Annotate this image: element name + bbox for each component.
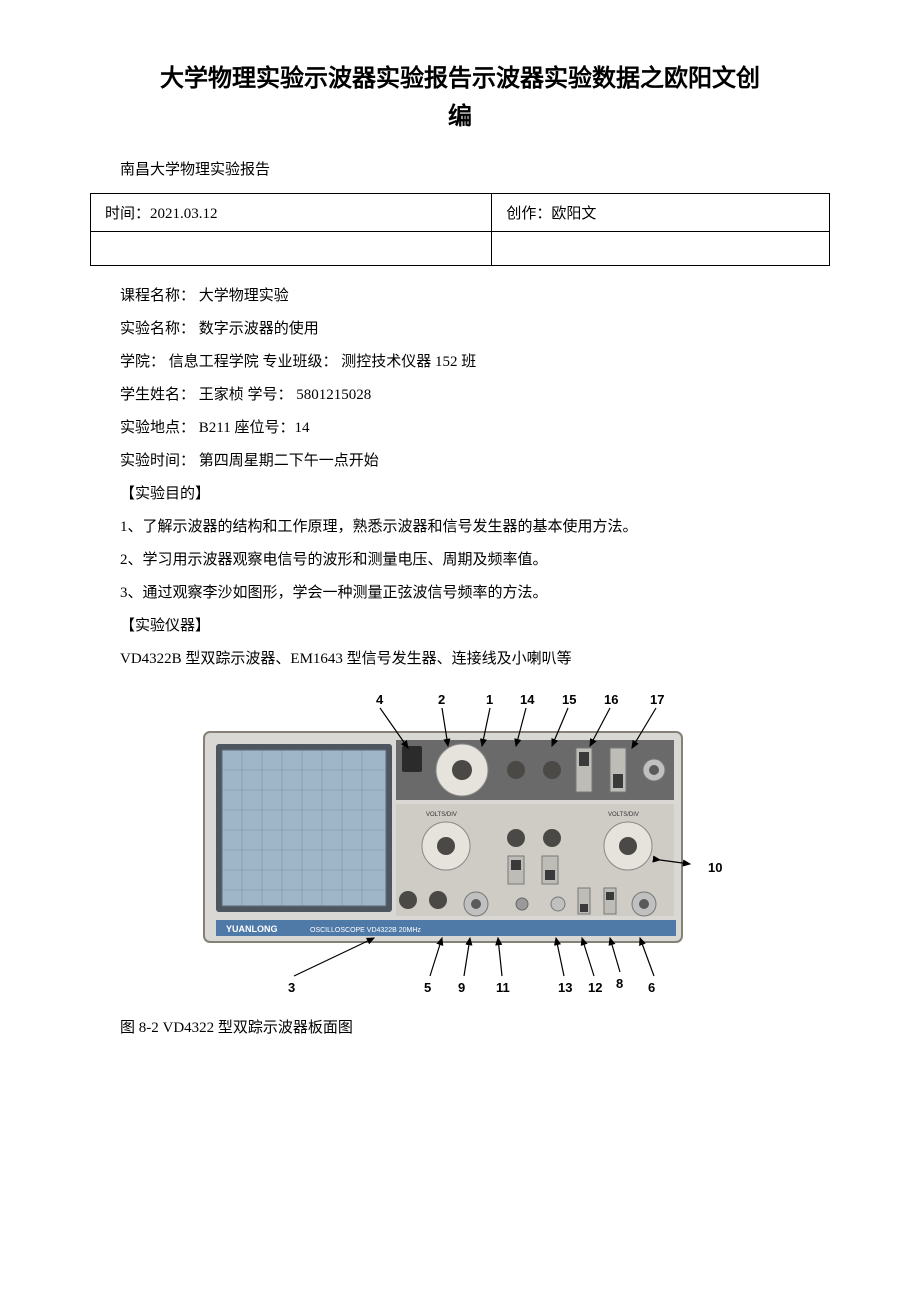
instrument-text: VD4322B 型双踪示波器、EM1643 型信号发生器、连接线及小喇叭等 [90, 643, 830, 676]
brand-label: YUANLONG [226, 924, 278, 934]
callout-number: 11 [496, 980, 510, 995]
table-row [91, 231, 830, 265]
field-student: 学生姓名： 王家桢 学号： 5801215028 [90, 379, 830, 412]
callout-number: 10 [708, 860, 722, 875]
field-course: 课程名称： 大学物理实验 [90, 280, 830, 313]
section-instr-head: 【实验仪器】 [90, 610, 830, 643]
field-college: 学院： 信息工程学院 专业班级： 测控技术仪器 152 班 [90, 346, 830, 379]
callout-number: 3 [288, 980, 295, 995]
callout-number: 12 [588, 980, 602, 995]
oscilloscope-figure: YUANLONG OSCILLOSCOPE VD4322B 20MHz [180, 688, 740, 998]
model-label: OSCILLOSCOPE VD4322B 20MHz [310, 927, 421, 934]
callout-number: 17 [650, 692, 664, 707]
callout-number: 6 [648, 980, 655, 995]
callout-number: 4 [376, 692, 383, 707]
cell-empty [91, 231, 492, 265]
oscilloscope-svg: YUANLONG OSCILLOSCOPE VD4322B 20MHz [180, 688, 740, 998]
callout-number: 8 [616, 976, 623, 991]
svg-text:VOLTS/DIV: VOLTS/DIV [608, 812, 639, 818]
cell-author: 创作：欧阳文 [492, 193, 830, 231]
figure-caption: 图 8-2 VD4322 型双踪示波器板面图 [90, 1012, 830, 1045]
page-title-line2: 编 [448, 103, 472, 130]
subtitle: 南昌大学物理实验报告 [90, 155, 830, 185]
leaders-bottom [294, 938, 654, 976]
purpose-item: 1、了解示波器的结构和工作原理，熟悉示波器和信号发生器的基本使用方法。 [90, 511, 830, 544]
purpose-item: 3、通过观察李沙如图形，学会一种测量正弦波信号频率的方法。 [90, 577, 830, 610]
table-row: 时间：2021.03.12 创作：欧阳文 [91, 193, 830, 231]
callout-number: 2 [438, 692, 445, 707]
cell-empty [492, 231, 830, 265]
callout-number: 16 [604, 692, 618, 707]
purpose-item: 2、学习用示波器观察电信号的波形和测量电压、周期及频率值。 [90, 544, 830, 577]
section-purpose-head: 【实验目的】 [90, 478, 830, 511]
page-title-line1: 大学物理实验示波器实验报告示波器实验数据之欧阳文创 [160, 65, 760, 92]
info-table: 时间：2021.03.12 创作：欧阳文 [90, 193, 830, 266]
field-experiment: 实验名称： 数字示波器的使用 [90, 313, 830, 346]
callout-number: 14 [520, 692, 534, 707]
callout-number: 15 [562, 692, 576, 707]
field-location: 实验地点： B211 座位号：14 [90, 412, 830, 445]
svg-text:VOLTS/DIV: VOLTS/DIV [426, 812, 457, 818]
device-body: YUANLONG OSCILLOSCOPE VD4322B 20MHz [204, 732, 682, 942]
callout-number: 13 [558, 980, 572, 995]
cell-time: 时间：2021.03.12 [91, 193, 492, 231]
callout-number: 9 [458, 980, 465, 995]
callout-number: 1 [486, 692, 493, 707]
callout-number: 5 [424, 980, 431, 995]
field-exptime: 实验时间： 第四周星期二下午一点开始 [90, 445, 830, 478]
